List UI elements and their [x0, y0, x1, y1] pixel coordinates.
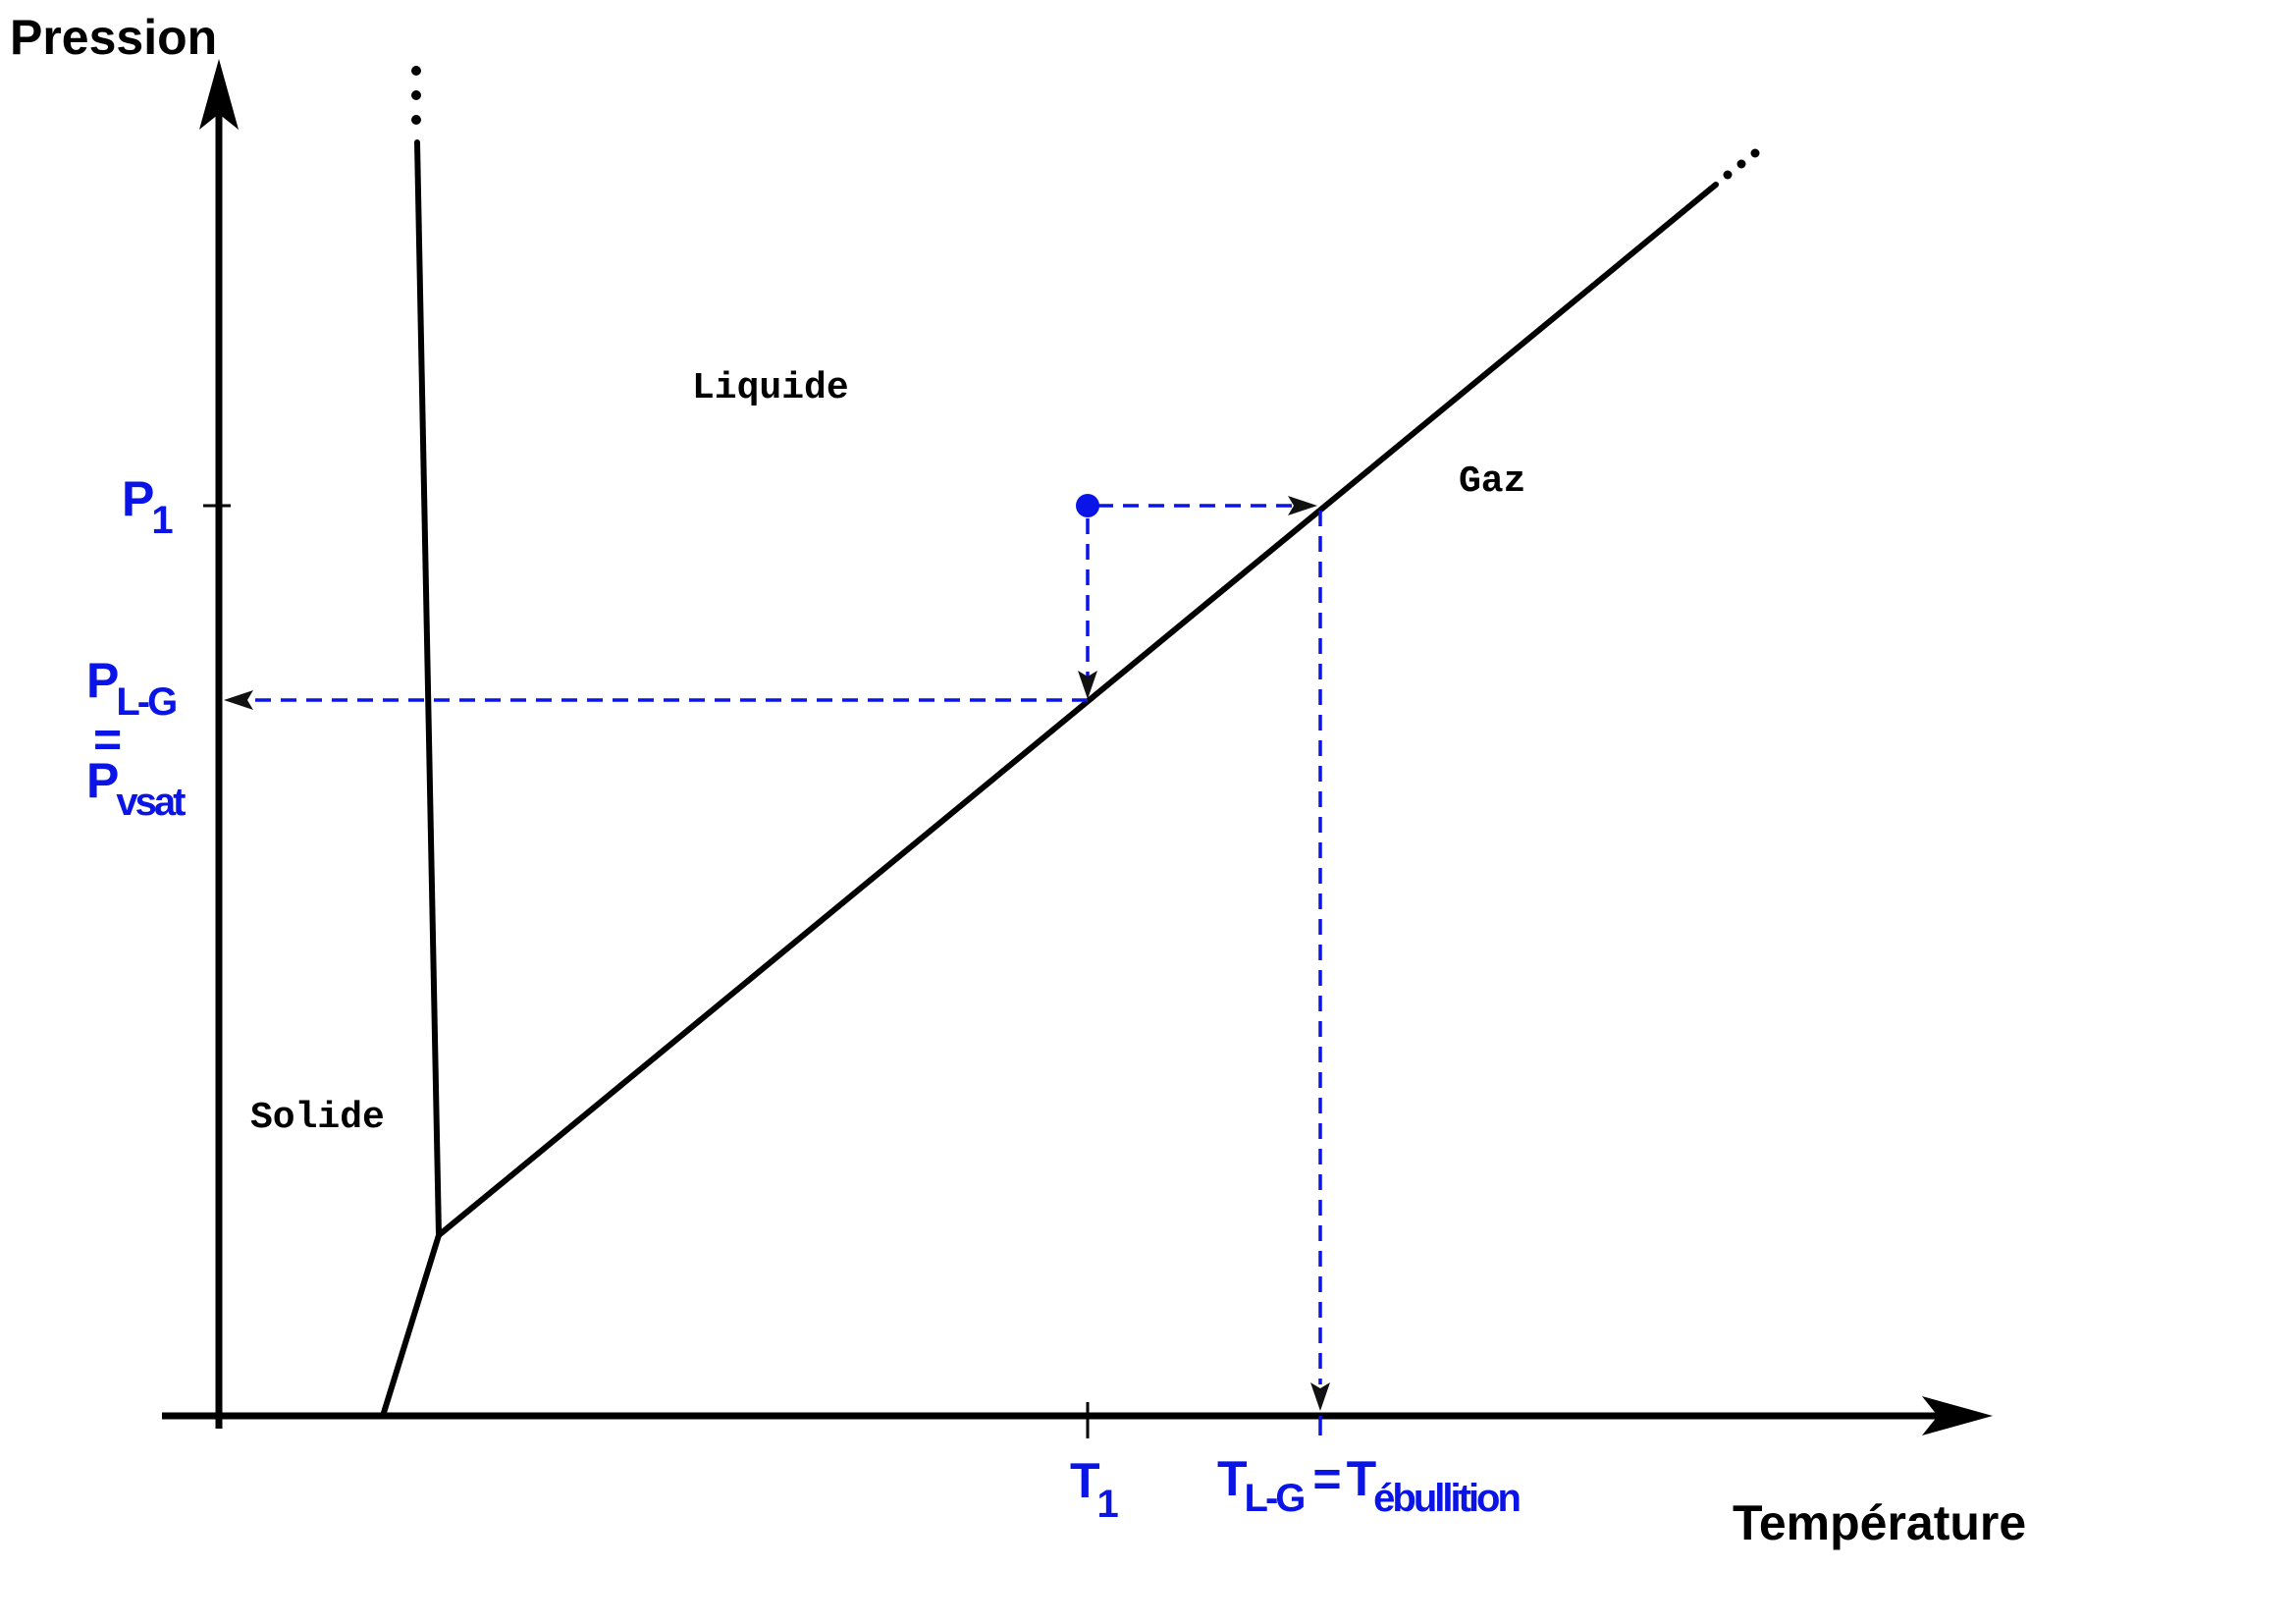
y-axis-title: Pression [10, 10, 217, 65]
y-axis [199, 59, 239, 1429]
x-axis-arrowhead [1922, 1396, 1993, 1435]
fusion-curve [414, 139, 442, 1238]
annotation-lines [250, 504, 1322, 1384]
label-pvsat: Pvsat [86, 753, 186, 824]
region-gas-label: Gaz [1459, 460, 1525, 503]
label-p1: P1 [122, 471, 173, 542]
phase-boundaries [380, 139, 1719, 1419]
sublimation-curve [380, 1232, 442, 1419]
annotation-arrowheads [224, 496, 1330, 1411]
axis-ticks [203, 504, 1090, 1438]
label-plg-equals: = [93, 712, 121, 767]
label-t1: T1 [1070, 1453, 1119, 1526]
y-axis-arrowhead [199, 59, 239, 130]
arrow-to-curve-right [1288, 496, 1317, 515]
arrow-to-curve-down [1078, 671, 1097, 699]
x-axis [162, 1396, 1993, 1435]
continuation-dots [411, 66, 1760, 180]
arrow-to-y-axis [224, 690, 253, 710]
x-axis-title: Température [1733, 1495, 2026, 1550]
state-point-marker [1076, 494, 1099, 517]
region-liquid-label: Liquide [692, 367, 849, 409]
vaporization-curve [436, 182, 1719, 1238]
label-tlg: TL-G = Tébullition [1217, 1451, 1519, 1520]
region-solid-label: Solide [250, 1097, 385, 1139]
label-plg: PL-G [86, 653, 176, 724]
arrow-to-x-axis [1310, 1382, 1330, 1411]
